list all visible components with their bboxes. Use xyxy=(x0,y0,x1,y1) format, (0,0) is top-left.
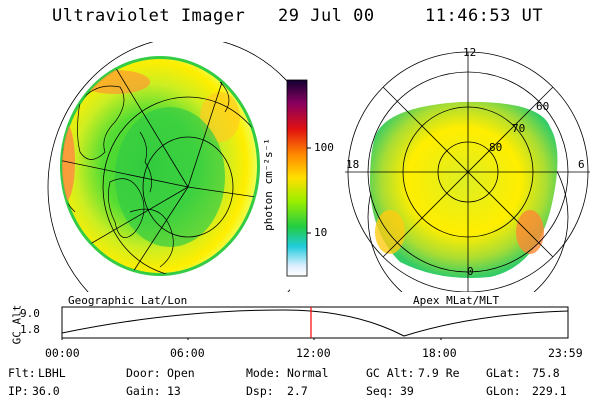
info-gcalt-label: GC Alt: xyxy=(366,366,415,380)
timeline-xtick-label: 23:59 xyxy=(548,346,583,360)
info-glon-value: 229.1 xyxy=(532,384,567,398)
info-filter-label: Flt: xyxy=(8,366,36,380)
info-door-value: Open xyxy=(167,366,195,380)
info-glat-label: GLat: xyxy=(486,366,521,380)
aurora-oval xyxy=(115,107,225,247)
lat-lon-grid xyxy=(62,58,258,274)
app-title: Ultraviolet Imager xyxy=(52,6,246,26)
colorbar-scale xyxy=(286,79,308,277)
aurora-oval xyxy=(370,101,558,279)
magnetic-image xyxy=(345,51,590,292)
info-glon-label: GLon: xyxy=(486,384,521,398)
time-label: 11:46:53 UT xyxy=(425,6,544,26)
info-ip-value: 36.0 xyxy=(32,384,60,398)
left-panel-label: Geographic Lat/Lon xyxy=(68,294,188,307)
mlat-label-60: 60 xyxy=(536,100,550,113)
info-gcalt-value: 7.9 Re xyxy=(418,366,460,380)
mlt-label-0: 0 xyxy=(467,265,474,278)
info-dsp-label: Dsp: xyxy=(246,384,274,398)
colorbar-unit-label: photon cm⁻²s⁻¹ xyxy=(261,138,275,231)
mlat-label-70: 70 xyxy=(512,122,526,135)
mlat-mlt-grid xyxy=(345,51,590,292)
timeline-plot xyxy=(61,306,569,340)
timeline-ytick: 1.8 xyxy=(20,323,40,336)
info-door-label: Door: xyxy=(126,366,161,380)
aurora-hotspot xyxy=(375,210,405,254)
timeline-frame xyxy=(61,306,569,339)
colorbar-tick-label: 10 xyxy=(314,226,328,239)
info-mode-value: Normal xyxy=(287,366,329,380)
aurora-hotspot xyxy=(516,210,544,254)
date-label: 29 Jul 00 xyxy=(278,6,375,26)
info-ip-label: IP: xyxy=(8,384,29,398)
timeline-xtick-label: 18:00 xyxy=(422,346,457,360)
aurora-hotspot xyxy=(80,70,150,94)
geographic-image xyxy=(47,42,290,292)
mlt-label-12: 12 xyxy=(463,46,477,59)
colorbar xyxy=(286,79,311,277)
info-filter-value: LBHL xyxy=(38,366,66,380)
mlt-label-6: 6 xyxy=(578,158,585,171)
right-panel-label: Apex MLat/MLT xyxy=(413,294,500,307)
info-seq-value: 39 xyxy=(400,384,414,398)
aurora-hotspot xyxy=(62,122,75,202)
timeline-ytick: 9.0 xyxy=(20,307,40,320)
timeline-xtick-label: 00:00 xyxy=(45,346,80,360)
colorbar-tick-label: 100 xyxy=(314,141,334,154)
mlat-label-80: 80 xyxy=(489,141,503,154)
altitude-curve xyxy=(61,309,569,337)
info-mode-label: Mode: xyxy=(246,366,281,380)
info-gain-value: 13 xyxy=(167,384,181,398)
mlt-label-18: 18 xyxy=(346,158,360,171)
timeline-xtick-label: 06:00 xyxy=(170,346,205,360)
info-gain-label: Gain: xyxy=(126,384,161,398)
info-dsp-value: 2.7 xyxy=(287,384,308,398)
timeline-xtick-label: 12:00 xyxy=(296,346,331,360)
info-seq-label: Seq: xyxy=(366,384,394,398)
info-glat-value: 75.8 xyxy=(532,366,560,380)
